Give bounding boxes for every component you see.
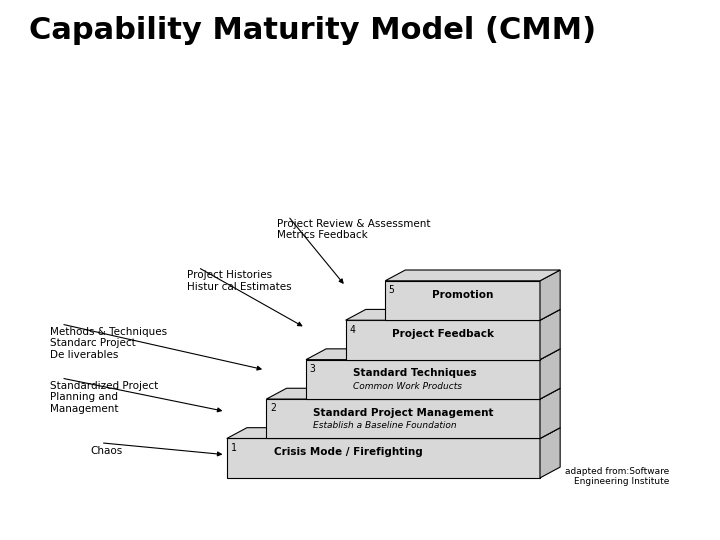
Polygon shape	[540, 388, 560, 438]
Text: Project Feedback: Project Feedback	[392, 329, 495, 339]
Text: 1: 1	[230, 443, 236, 453]
Polygon shape	[346, 320, 540, 360]
Text: 3: 3	[310, 364, 315, 374]
Polygon shape	[346, 309, 560, 320]
Polygon shape	[540, 349, 560, 399]
Polygon shape	[385, 281, 540, 320]
Text: Project Review & Assessment
Metrics Feedback: Project Review & Assessment Metrics Feed…	[277, 219, 431, 240]
Text: Chaos: Chaos	[90, 446, 122, 456]
Text: Standardized Project
Planning and
Management: Standardized Project Planning and Manage…	[50, 381, 158, 414]
Text: Standard Project Management: Standard Project Management	[313, 408, 494, 418]
Polygon shape	[540, 309, 560, 360]
Polygon shape	[227, 428, 560, 438]
Text: Common Work Products: Common Work Products	[353, 382, 462, 390]
Text: Project Histories
Histur cal Estimates: Project Histories Histur cal Estimates	[187, 270, 292, 292]
Polygon shape	[540, 270, 560, 320]
Text: adapted from:Software
Engineering Institute: adapted from:Software Engineering Instit…	[565, 467, 670, 487]
Text: Capability Maturity Model (CMM): Capability Maturity Model (CMM)	[29, 16, 596, 45]
Text: Establish a Baseline Foundation: Establish a Baseline Foundation	[313, 421, 456, 430]
Polygon shape	[266, 399, 540, 438]
Text: Promotion: Promotion	[432, 289, 493, 300]
Polygon shape	[266, 388, 560, 399]
Polygon shape	[540, 428, 560, 478]
Text: Methods & Techniques
Standarc Project
De liverables: Methods & Techniques Standarc Project De…	[50, 327, 168, 360]
Polygon shape	[306, 360, 540, 399]
Text: Standard Techniques: Standard Techniques	[353, 368, 477, 379]
Polygon shape	[306, 349, 560, 360]
Text: 2: 2	[270, 403, 276, 414]
Polygon shape	[227, 438, 540, 478]
Text: 5: 5	[389, 285, 395, 295]
Polygon shape	[385, 270, 560, 281]
Text: 4: 4	[349, 325, 355, 335]
Text: Crisis Mode / Firefighting: Crisis Mode / Firefighting	[274, 447, 423, 457]
